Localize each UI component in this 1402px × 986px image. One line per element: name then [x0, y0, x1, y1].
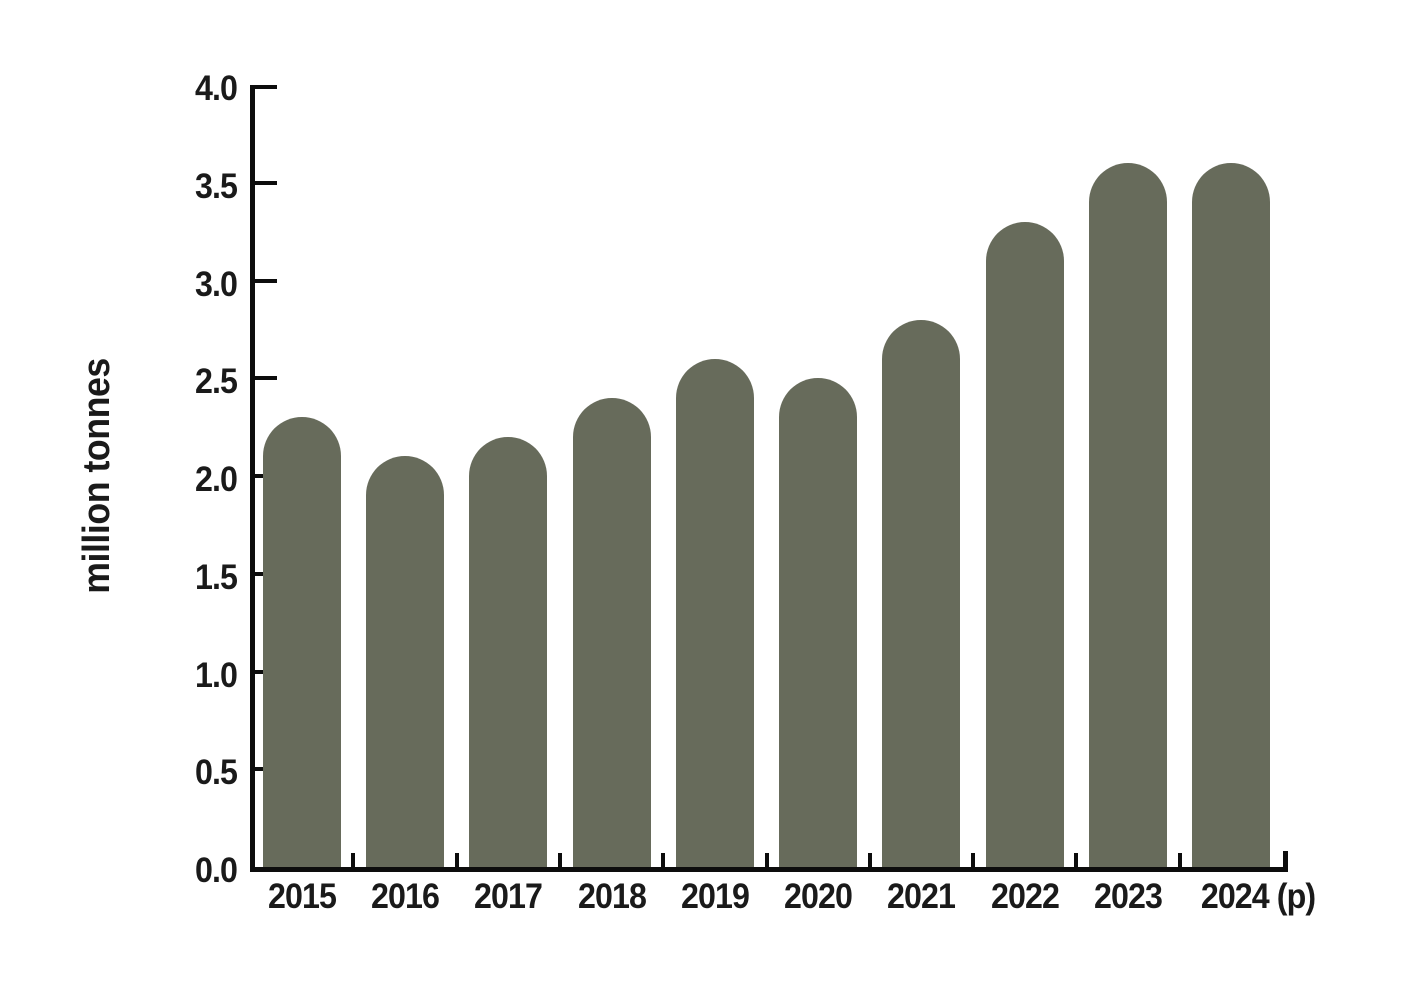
bar-2018 [572, 398, 651, 867]
bar-2020 [779, 378, 858, 867]
x-tick-label-2021: 2021 [887, 877, 956, 916]
bar-2019 [675, 359, 754, 867]
y-tick-label-2.5: 2.5 [194, 362, 238, 402]
y-tick-label-0.0: 0.0 [194, 851, 238, 890]
x-tick-7 [971, 853, 976, 867]
x-tick-label-2017: 2017 [474, 877, 543, 916]
x-tick-label-2015: 2015 [267, 877, 337, 916]
x-tick-label-2023: 2023 [1094, 877, 1163, 916]
y-tick-3.5 [250, 180, 277, 185]
x-axis-end-cap [1283, 851, 1288, 867]
bar-2023 [1089, 163, 1168, 867]
bar-2021 [882, 320, 961, 867]
y-tick-3.0 [250, 278, 277, 283]
y-tick-label-0.5: 0.5 [194, 753, 238, 793]
x-tick-9 [1177, 853, 1182, 867]
y-tick-label-1.0: 1.0 [194, 655, 238, 695]
x-tick-label-2018: 2018 [577, 877, 647, 916]
bar-2015 [262, 417, 341, 867]
y-tick-label-4.0: 4.0 [194, 69, 238, 108]
x-tick-5 [764, 853, 769, 867]
x-tick-2 [454, 853, 459, 867]
bar-2022 [985, 222, 1064, 867]
x-axis-line [250, 867, 1288, 872]
y-tick-label-3.0: 3.0 [194, 264, 238, 304]
x-tick-8 [1074, 853, 1079, 867]
y-tick-4.0 [250, 85, 277, 89]
x-tick-label-2020: 2020 [784, 877, 853, 916]
x-tick-label-2016: 2016 [370, 877, 440, 916]
bar-2017 [469, 437, 548, 867]
x-tick-label-2019: 2019 [680, 877, 750, 916]
x-tick-label-2022: 2022 [990, 877, 1060, 916]
x-tick-4 [661, 853, 666, 867]
x-tick-label-2024-p: 2024 (p) [1201, 877, 1316, 916]
y-tick-2.5 [250, 376, 277, 381]
bar-2016 [365, 456, 444, 867]
y-tick-label-2.0: 2.0 [194, 460, 238, 499]
x-tick-3 [557, 853, 562, 867]
y-axis-line [250, 85, 255, 872]
x-tick-6 [867, 853, 872, 867]
x-tick-1 [351, 853, 356, 867]
y-axis-title: million tonnes [76, 358, 118, 594]
bar-2024-p [1192, 163, 1271, 867]
y-tick-label-3.5: 3.5 [194, 166, 238, 206]
y-tick-label-1.5: 1.5 [194, 557, 238, 597]
